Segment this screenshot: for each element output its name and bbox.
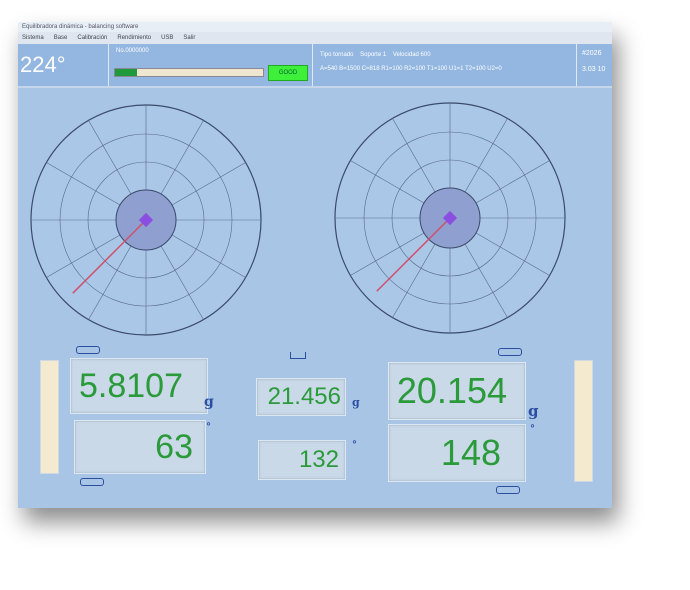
right-top-plane-icon[interactable] [498,348,522,356]
datetime: #2026 3.03 10 [576,44,612,86]
rotor-icon [290,352,306,359]
plot-grid-spoke [464,118,508,193]
progress-panel: No.0000000 GOOD [106,44,313,86]
unbalance-vector [376,217,451,292]
plot-grid-spoke [160,245,204,320]
menu-item-calibracion[interactable]: Calibración [77,35,108,41]
menu-item-salir[interactable]: Salir [183,35,196,41]
plot-grid-spoke [171,234,246,278]
right-weight-value: 20.154 [388,362,526,420]
polar-plot-left [30,104,262,336]
time: 3.03 10 [582,66,606,73]
plot-grid-spoke [88,245,132,320]
header: 224° No.0000000 GOOD Tipo tornado Soport… [18,44,612,88]
progress-bar [114,68,264,77]
dimensions: A=540 B=1500 C=818 R1=100 R2=100 T1=100 … [320,66,502,72]
plot-grid-spoke [88,120,132,195]
plot-grid-spoke [46,234,121,278]
polar-plot-right [334,102,566,334]
center-weight-value: 21.456 [256,378,346,416]
right-weight-unit: g [528,402,539,420]
right-angle-value: 148 [388,424,526,482]
plot-grid-spoke [160,120,204,195]
left-level-bar [40,360,59,474]
progress-fill [115,69,138,76]
rotor-type: Tipo tornado Soporte 1 Velocidad 600 [320,52,431,58]
rotor-info: Tipo tornado Soporte 1 Velocidad 600 A=5… [312,44,577,86]
center-weight-unit: g [352,396,360,409]
center-angle-unit: ° [352,440,357,451]
status-badge: GOOD [268,65,308,81]
angle-readout: 224° [18,44,109,86]
plot-grid-spoke [475,160,550,204]
plot-grid-spoke [171,162,246,206]
left-angle-unit: ° [206,422,211,433]
right-level-bar [574,360,593,482]
support-label: Soporte 1 [360,52,387,58]
left-bottom-plane-icon[interactable] [80,478,104,486]
plot-grid-spoke [350,232,425,276]
plot-grid-spoke [475,232,550,276]
serial-number: No.0000000 [116,48,149,54]
speed-label: Velocidad 600 [392,52,431,58]
left-weight-unit: g [204,394,214,410]
app-screen: Equilibradora dinámica - balancing softw… [18,22,612,508]
unbalance-vector [72,219,147,294]
plot-grid-spoke [350,160,425,204]
rotor-type-label: Tipo tornado [320,52,354,58]
unbalance-marker [442,210,458,226]
left-top-plane-icon[interactable] [76,346,100,354]
right-angle-unit: ° [530,424,535,435]
left-angle-value: 63 [74,420,206,474]
left-weight-value: 5.8107 [70,358,208,414]
center-angle-value: 132 [258,440,346,480]
right-bottom-plane-icon[interactable] [496,486,520,494]
date: #2026 [582,50,602,57]
menu-bar: Sistema Base Calibración Rendimiento USB… [18,32,612,44]
window-title: Equilibradora dinámica - balancing softw… [18,22,612,32]
plot-grid-spoke [392,118,436,193]
menu-item-sistema[interactable]: Sistema [22,35,44,41]
plot-grid-spoke [46,162,121,206]
plot-grid-spoke [392,243,436,318]
plot-grid-spoke [464,243,508,318]
menu-item-base[interactable]: Base [53,35,68,41]
menu-item-rendimiento[interactable]: Rendimiento [117,35,152,41]
menu-item-usb[interactable]: USB [161,35,174,41]
